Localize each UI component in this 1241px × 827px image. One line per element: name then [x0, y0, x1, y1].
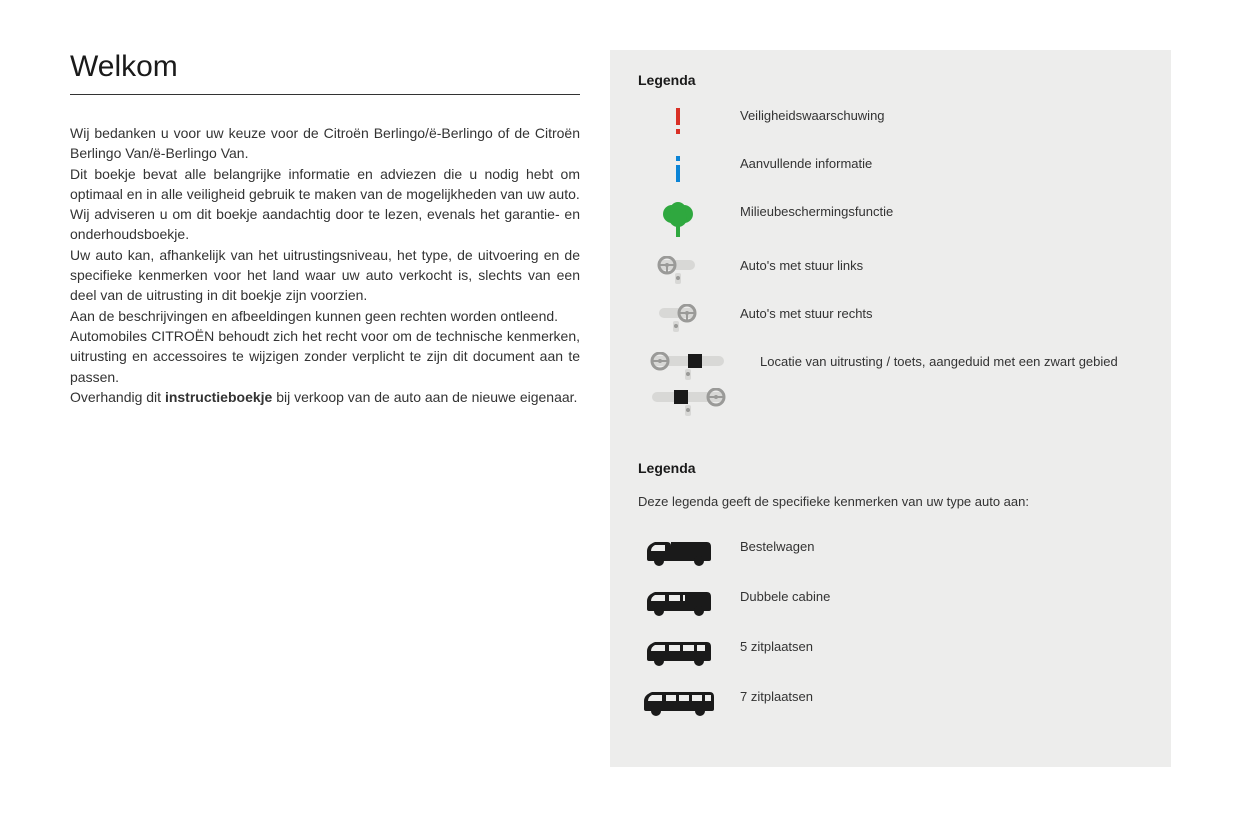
legend-label: Locatie van uitrusting / toets, aangedui… — [760, 352, 1143, 369]
legend-row-5seat: 5 zitplaatsen — [638, 637, 1143, 669]
legend-row-rhd: Auto's met stuur rechts — [638, 304, 1143, 334]
welcome-p1: Wij bedanken u voor uw keuze voor de Cit… — [70, 123, 580, 164]
legend-row-eco: Milieubeschermingsfunctie — [638, 202, 1143, 238]
legend-label: 7 zitplaatsen — [740, 687, 1143, 704]
legend-row-7seat: 7 zitplaatsen — [638, 687, 1143, 719]
legend-label: 5 zitplaatsen — [740, 637, 1143, 654]
welcome-p7: Overhandig dit instructieboekje bij verk… — [70, 387, 580, 407]
legend-panel: Legenda Veiligheidswaarschuwing Aanvulle… — [610, 50, 1171, 767]
page-title: Welkom — [70, 50, 580, 84]
welcome-p6: Automobiles CITROËN behoudt zich het rec… — [70, 326, 580, 387]
welcome-column: Welkom Wij bedanken u voor uw keuze voor… — [70, 50, 580, 767]
legend-label: Auto's met stuur links — [740, 256, 1143, 273]
welcome-p2: Dit boekje bevat alle belangrijke inform… — [70, 164, 580, 205]
legend-label: Dubbele cabine — [740, 587, 1143, 604]
legend-row-safety: Veiligheidswaarschuwing — [638, 106, 1143, 136]
title-divider — [70, 94, 580, 95]
double-cab-icon — [638, 587, 718, 619]
legend-label: Veiligheidswaarschuwing — [740, 106, 1143, 123]
van-icon — [638, 537, 718, 569]
steering-right-icon — [638, 304, 718, 334]
warning-icon — [638, 106, 718, 136]
page: Welkom Wij bedanken u voor uw keuze voor… — [0, 0, 1241, 797]
five-seat-icon — [638, 637, 718, 669]
tree-icon — [638, 202, 718, 238]
p7-bold: instructieboekje — [165, 389, 272, 405]
legend2-title: Legenda — [638, 460, 1143, 476]
welcome-body: Wij bedanken u voor uw keuze voor de Cit… — [70, 123, 580, 407]
info-icon — [638, 154, 718, 184]
welcome-p3: Wij adviseren u om dit boekje aandachtig… — [70, 204, 580, 245]
legend-label: Bestelwagen — [740, 537, 1143, 554]
location-icon — [638, 352, 738, 418]
legend1-title: Legenda — [638, 72, 1143, 88]
legend2-subtitle: Deze legenda geeft de specifieke kenmerk… — [638, 494, 1143, 509]
p7-suffix: bij verkoop van de auto aan de nieuwe ei… — [272, 389, 577, 405]
p7-prefix: Overhandig dit — [70, 389, 165, 405]
legend-label: Auto's met stuur rechts — [740, 304, 1143, 321]
legend-row-location: Locatie van uitrusting / toets, aangedui… — [638, 352, 1143, 418]
legend-row-double-cab: Dubbele cabine — [638, 587, 1143, 619]
seven-seat-icon — [638, 687, 718, 719]
welcome-p4: Uw auto kan, afhankelijk van het uitrust… — [70, 245, 580, 306]
welcome-p5: Aan de beschrijvingen en afbeeldingen ku… — [70, 306, 580, 326]
legend-row-lhd: Auto's met stuur links — [638, 256, 1143, 286]
legend-row-van: Bestelwagen — [638, 537, 1143, 569]
legend-label: Milieubeschermingsfunctie — [740, 202, 1143, 219]
legend-row-info: Aanvullende informatie — [638, 154, 1143, 184]
legend-label: Aanvullende informatie — [740, 154, 1143, 171]
steering-left-icon — [638, 256, 718, 286]
